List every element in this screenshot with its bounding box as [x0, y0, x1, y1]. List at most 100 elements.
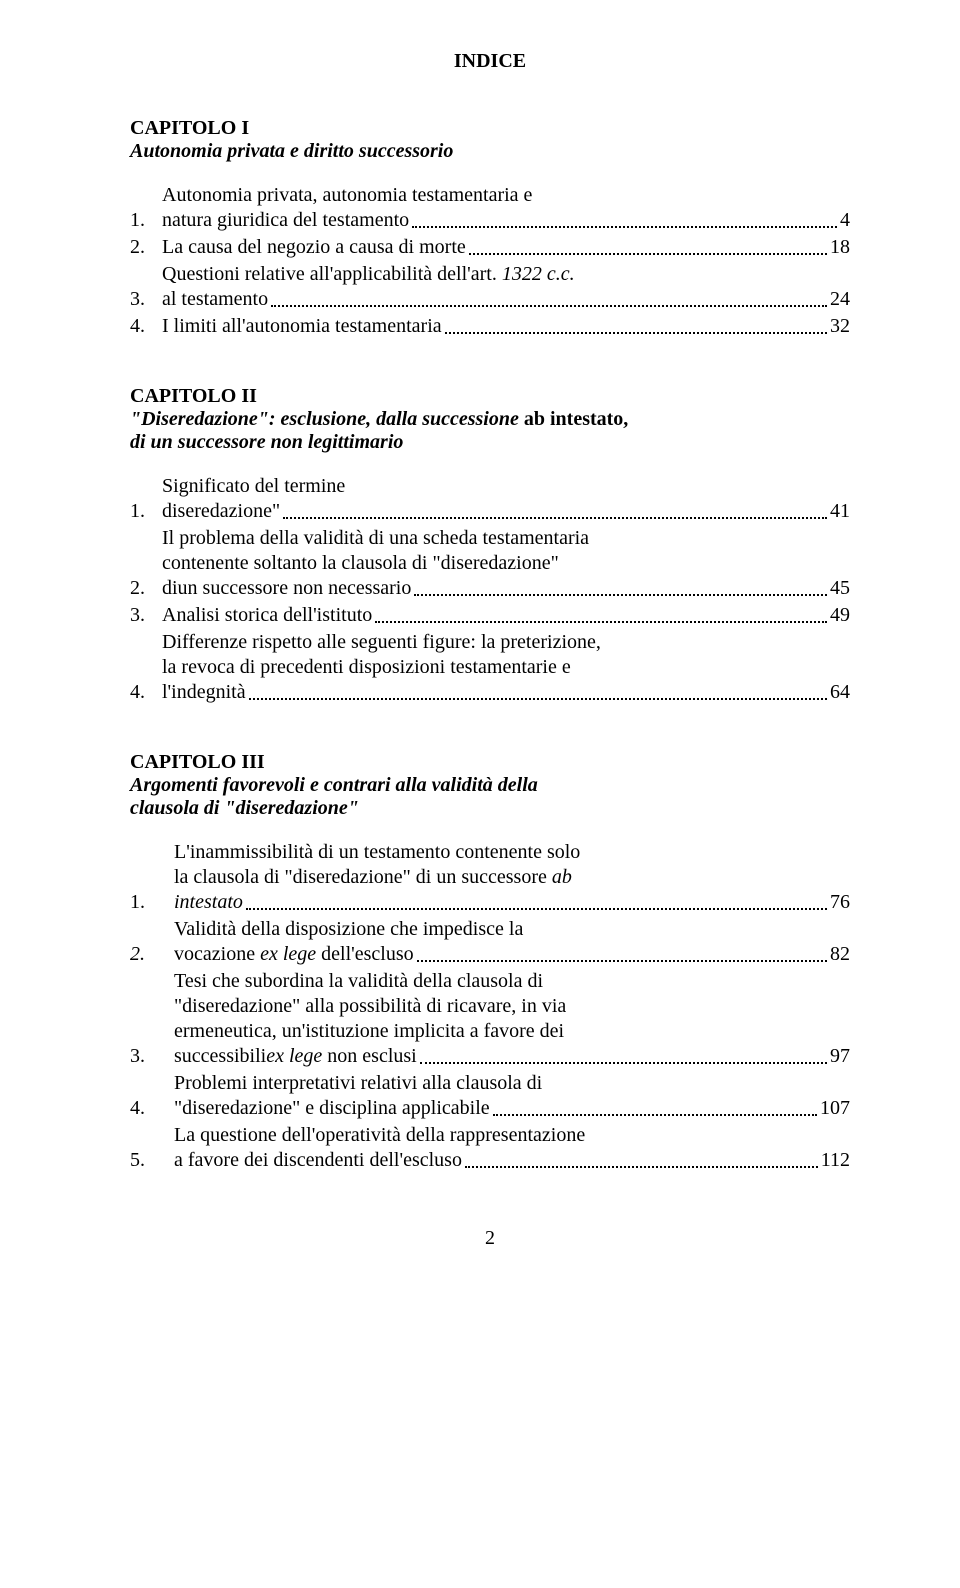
entry-text: Il problema della validità di una scheda… [162, 526, 850, 551]
entry-text-part: non esclusi [322, 1045, 416, 1067]
subtitle-part: Argomenti favorevoli e contrari alla val… [130, 774, 538, 796]
subtitle-part: di un successore non legittimario [130, 431, 403, 453]
entry-text: Significato del termine [162, 474, 850, 499]
entry-number: 1. [130, 499, 162, 524]
entry-page: 24 [830, 287, 850, 312]
entry-number: 4. [130, 680, 162, 705]
toc-entry: 1. L'inammissibilità di un testamento co… [130, 840, 850, 915]
entry-text-part: successibili [174, 1045, 266, 1067]
leader-dots [465, 1150, 818, 1168]
entry-number: 2. [130, 235, 162, 260]
entry-text: diun successore non necessario [162, 576, 411, 601]
entry-text: Validità della disposizione che impedisc… [174, 917, 850, 942]
entry-page: 64 [830, 680, 850, 705]
entry-number: 4. [130, 1096, 174, 1121]
toc-entry: 1. Significato del termine diseredazione… [130, 474, 850, 524]
entry-text: La causa del negozio a causa di morte [162, 235, 466, 260]
chapter-3-subtitle: Argomenti favorevoli e contrari alla val… [130, 774, 850, 820]
toc-entry: 4. I limiti all'autonomia testamentaria … [130, 314, 850, 339]
toc-entry: 2. Il problema della validità di una sch… [130, 526, 850, 601]
entry-page: 112 [821, 1148, 850, 1173]
leader-dots [420, 1046, 827, 1064]
entry-text-part: dell'escluso [316, 943, 413, 965]
entry-page: 82 [830, 942, 850, 967]
leader-dots [417, 944, 827, 962]
leader-dots [469, 237, 827, 255]
entry-text-part: Questioni relative all'applicabilità del… [162, 263, 502, 285]
subtitle-part: "Diseredazione": esclusione, dalla succe… [130, 408, 524, 430]
entry-text: l'indegnità [162, 680, 246, 705]
entry-text-part: la clausola di "diseredazione" di un suc… [174, 866, 552, 888]
entry-number: 3. [130, 1044, 174, 1069]
entry-text: Tesi che subordina la validità della cla… [174, 969, 850, 994]
entry-page: 18 [830, 235, 850, 260]
leader-dots [271, 289, 827, 307]
toc-entry: 4. Problemi interpretativi relativi alla… [130, 1071, 850, 1121]
toc-entry: 1. Autonomia privata, autonomia testamen… [130, 183, 850, 233]
entry-text: ermeneutica, un'istituzione implicita a … [174, 1019, 850, 1044]
entry-number: 1. [130, 890, 174, 915]
leader-dots [412, 210, 837, 228]
page-title: INDICE [130, 50, 850, 73]
entry-page: 76 [830, 890, 850, 915]
entry-number: 4. [130, 314, 162, 339]
leader-dots [493, 1098, 817, 1116]
entry-text: Differenze rispetto alle seguenti figure… [162, 630, 850, 655]
entry-text: la revoca di precedenti disposizioni tes… [162, 655, 850, 680]
toc-entry: 5. La questione dell'operatività della r… [130, 1123, 850, 1173]
entry-page: 97 [830, 1044, 850, 1069]
entry-text: I limiti all'autonomia testamentaria [162, 314, 442, 339]
entry-text: L'inammissibilità di un testamento conte… [174, 840, 850, 865]
chapter-1-subtitle: Autonomia privata e diritto successorio [130, 140, 850, 163]
entry-text-italic: 1322 c.c. [502, 263, 575, 285]
entry-text: vocazione ex lege dell'escluso [174, 942, 414, 967]
entry-text: "diseredazione" e disciplina applicabile [174, 1096, 490, 1121]
entry-text: La questione dell'operatività della rapp… [174, 1123, 850, 1148]
entry-page: 41 [830, 499, 850, 524]
toc-entry: 4. Differenze rispetto alle seguenti fig… [130, 630, 850, 705]
toc-entry: 2. Validità della disposizione che imped… [130, 917, 850, 967]
entry-text: Problemi interpretativi relativi alla cl… [174, 1071, 850, 1096]
entry-number: 2. [130, 576, 162, 601]
entry-number: 3. [130, 287, 162, 312]
entry-number: 5. [130, 1148, 174, 1173]
entry-text: la clausola di "diseredazione" di un suc… [174, 865, 850, 890]
toc-entry: 2. La causa del negozio a causa di morte… [130, 235, 850, 260]
entry-text: diseredazione" [162, 499, 280, 524]
leader-dots [445, 316, 827, 334]
entry-text-italic: ab [552, 866, 572, 888]
page-number: 2 [130, 1227, 850, 1250]
entry-text: a favore dei discendenti dell'escluso [174, 1148, 462, 1173]
subtitle-part: clausola di "diseredazione" [130, 797, 359, 819]
entry-text-italic: ex lege [266, 1045, 322, 1067]
entry-number: 3. [130, 603, 162, 628]
entry-page: 4 [840, 208, 850, 233]
chapter-2-heading: CAPITOLO II [130, 385, 850, 408]
entry-page: 32 [830, 314, 850, 339]
toc-entry: 3. Tesi che subordina la validità della … [130, 969, 850, 1069]
entry-text: Questioni relative all'applicabilità del… [162, 262, 850, 287]
entry-page: 45 [830, 576, 850, 601]
toc-entry: 3. Questioni relative all'applicabilità … [130, 262, 850, 312]
entry-page: 107 [820, 1096, 850, 1121]
chapter-3-heading: CAPITOLO III [130, 751, 850, 774]
leader-dots [249, 682, 827, 700]
toc-entry: 3. Analisi storica dell'istituto 49 [130, 603, 850, 628]
subtitle-part: ab intestato, [524, 408, 628, 430]
entry-text: al testamento [162, 287, 268, 312]
entry-text: contenente soltanto la clausola di "dise… [162, 551, 850, 576]
entry-text: natura giuridica del testamento [162, 208, 409, 233]
entry-text: Autonomia privata, autonomia testamentar… [162, 183, 850, 208]
entry-page: 49 [830, 603, 850, 628]
leader-dots [246, 892, 827, 910]
leader-dots [283, 501, 827, 519]
entry-text-italic: ex lege [260, 943, 316, 965]
entry-text: intestato [174, 890, 243, 915]
entry-number: 1. [130, 208, 162, 233]
entry-number: 2. [130, 942, 174, 967]
leader-dots [375, 605, 827, 623]
entry-text: successibiliex lege non esclusi [174, 1044, 417, 1069]
chapter-1-heading: CAPITOLO I [130, 117, 850, 140]
entry-text-part: vocazione [174, 943, 260, 965]
entry-text: Analisi storica dell'istituto [162, 603, 372, 628]
